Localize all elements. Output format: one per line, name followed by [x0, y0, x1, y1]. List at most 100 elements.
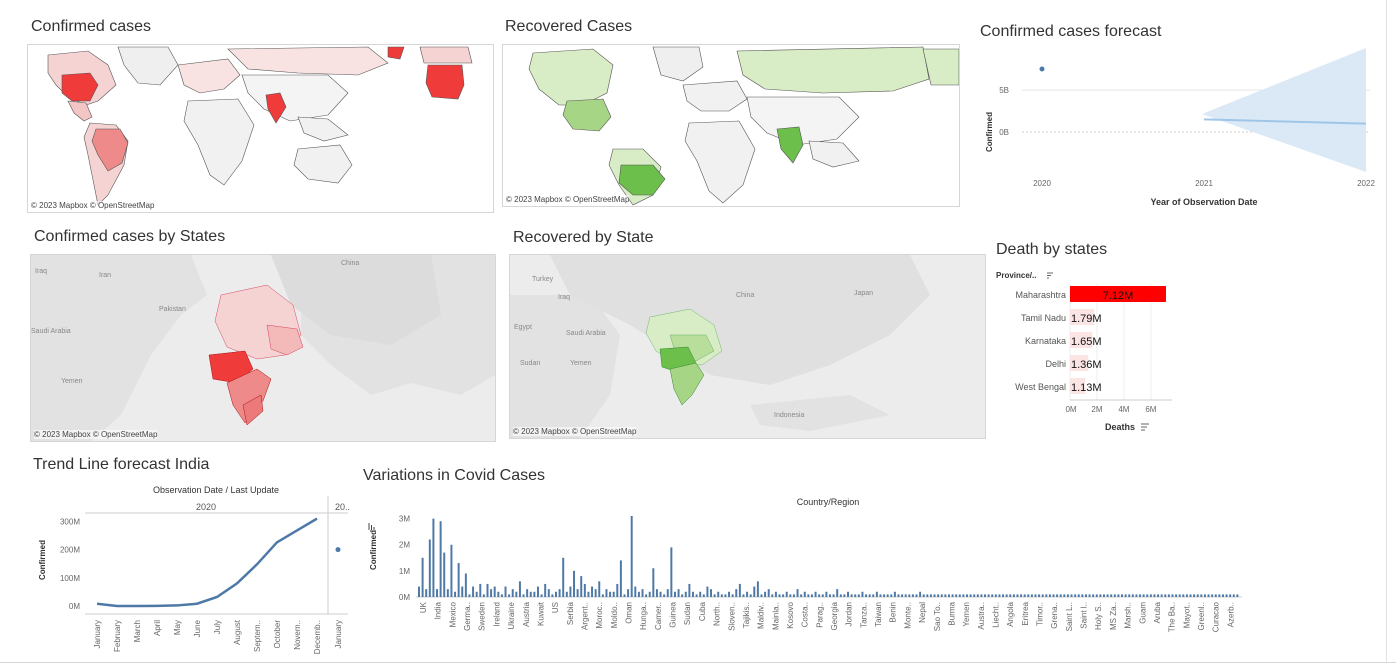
variations-bar[interactable]	[464, 573, 467, 597]
variations-bar[interactable]	[1059, 594, 1062, 597]
variations-bar[interactable]	[439, 521, 442, 597]
variations-bar[interactable]	[1167, 594, 1170, 597]
variations-bar[interactable]	[479, 583, 482, 597]
variations-bar[interactable]	[428, 539, 431, 597]
confirmed-states-map[interactable]: Iraq Iran Pakistan China Saudi Arabia Ye…	[30, 254, 496, 442]
variations-bar[interactable]	[630, 516, 633, 597]
variations-bar[interactable]	[868, 594, 871, 597]
variations-bar[interactable]	[1196, 594, 1199, 597]
trend-extra-point[interactable]	[335, 547, 341, 553]
usa-right-shape[interactable]	[425, 64, 465, 100]
variations-bar[interactable]	[915, 594, 918, 597]
variations-bar[interactable]	[702, 594, 705, 597]
variations-bar[interactable]	[825, 591, 828, 597]
variations-bar[interactable]	[991, 594, 994, 597]
variations-bar[interactable]	[605, 589, 608, 597]
variations-bar[interactable]	[901, 594, 904, 597]
variations-bar[interactable]	[540, 594, 543, 597]
variations-bar[interactable]	[490, 589, 493, 597]
variations-bar[interactable]	[425, 589, 428, 597]
variations-bar[interactable]	[1142, 594, 1145, 597]
variations-bar[interactable]	[800, 594, 803, 597]
variations-bar[interactable]	[641, 589, 644, 597]
india-shape[interactable]	[776, 126, 804, 164]
variations-bar[interactable]	[526, 589, 529, 597]
variations-bar[interactable]	[742, 594, 745, 597]
variations-chart[interactable]: Country/Region Confirmed 3M 2M 1M 0M UK Indi…	[360, 490, 1245, 658]
usa-shape[interactable]	[61, 72, 99, 102]
variations-bar[interactable]	[1034, 594, 1037, 597]
variations-bar[interactable]	[634, 586, 637, 597]
variations-bar[interactable]	[670, 547, 673, 597]
variations-bar[interactable]	[421, 557, 424, 597]
variations-bar[interactable]	[843, 594, 846, 597]
variations-bar[interactable]	[1189, 594, 1192, 597]
variations-bar[interactable]	[1005, 594, 1008, 597]
variations-bar[interactable]	[940, 594, 943, 597]
variations-bar[interactable]	[890, 594, 893, 597]
variations-bar[interactable]	[1041, 594, 1044, 597]
variations-bar[interactable]	[1203, 594, 1206, 597]
africa-shape[interactable]	[183, 98, 255, 186]
variations-bar[interactable]	[569, 586, 572, 597]
variations-bar[interactable]	[555, 591, 557, 597]
variations-bar[interactable]	[720, 594, 723, 597]
variations-bar[interactable]	[1099, 594, 1102, 597]
variations-bar[interactable]	[1074, 594, 1077, 597]
variations-bar[interactable]	[728, 591, 731, 597]
africa-shape[interactable]	[684, 120, 756, 204]
variations-bar[interactable]	[1164, 594, 1167, 597]
canada-right-shape[interactable]	[419, 46, 473, 64]
variations-bar[interactable]	[821, 594, 824, 597]
variations-bar[interactable]	[976, 594, 979, 597]
variations-bar[interactable]	[1002, 594, 1005, 597]
variations-bar[interactable]	[1048, 594, 1051, 597]
variations-bar[interactable]	[710, 589, 713, 597]
variations-bar[interactable]	[677, 589, 680, 597]
variations-bar[interactable]	[609, 591, 612, 597]
variations-bar[interactable]	[576, 589, 579, 597]
variations-bar[interactable]	[1106, 594, 1109, 597]
variations-bar[interactable]	[522, 594, 525, 597]
variations-bar[interactable]	[962, 594, 965, 597]
variations-bar[interactable]	[544, 583, 547, 597]
variations-bar[interactable]	[836, 589, 839, 597]
variations-bar[interactable]	[692, 591, 694, 597]
variations-bar[interactable]	[919, 591, 922, 597]
variations-bar[interactable]	[738, 583, 741, 597]
forecast-point[interactable]	[1039, 66, 1045, 72]
variations-bar[interactable]	[872, 594, 875, 597]
variations-bar[interactable]	[443, 552, 446, 597]
variations-bar[interactable]	[904, 594, 907, 597]
variations-bar[interactable]	[1038, 594, 1041, 597]
variations-bar[interactable]	[1095, 594, 1098, 597]
variations-bar[interactable]	[1121, 594, 1124, 597]
variations-bar[interactable]	[1157, 594, 1160, 597]
variations-bar[interactable]	[1207, 594, 1210, 597]
variations-bar[interactable]	[814, 591, 817, 597]
variations-bar[interactable]	[1175, 594, 1178, 597]
variations-bar[interactable]	[500, 594, 503, 597]
variations-bar[interactable]	[1135, 594, 1138, 597]
variations-bar[interactable]	[580, 576, 583, 597]
variations-bar[interactable]	[432, 518, 435, 597]
variations-bar[interactable]	[472, 586, 475, 597]
variations-bar[interactable]	[969, 594, 972, 597]
russia-shape[interactable]	[227, 46, 389, 76]
variations-bar[interactable]	[1052, 594, 1055, 597]
australia-shape[interactable]	[293, 144, 353, 184]
variations-bar[interactable]	[619, 560, 622, 597]
variations-bar[interactable]	[947, 594, 950, 597]
variations-bar[interactable]	[598, 581, 601, 597]
variations-bar[interactable]	[1160, 594, 1163, 597]
variations-bar[interactable]	[1146, 594, 1149, 597]
variations-bar[interactable]	[1149, 594, 1152, 597]
variations-bar[interactable]	[684, 591, 687, 597]
variations-bar[interactable]	[1110, 594, 1113, 597]
variations-bar[interactable]	[1128, 594, 1131, 597]
variations-bar[interactable]	[760, 594, 763, 597]
variations-bar[interactable]	[591, 586, 594, 597]
variations-bar[interactable]	[645, 594, 648, 597]
variations-bar[interactable]	[1009, 594, 1012, 597]
variations-bar[interactable]	[1171, 594, 1174, 597]
